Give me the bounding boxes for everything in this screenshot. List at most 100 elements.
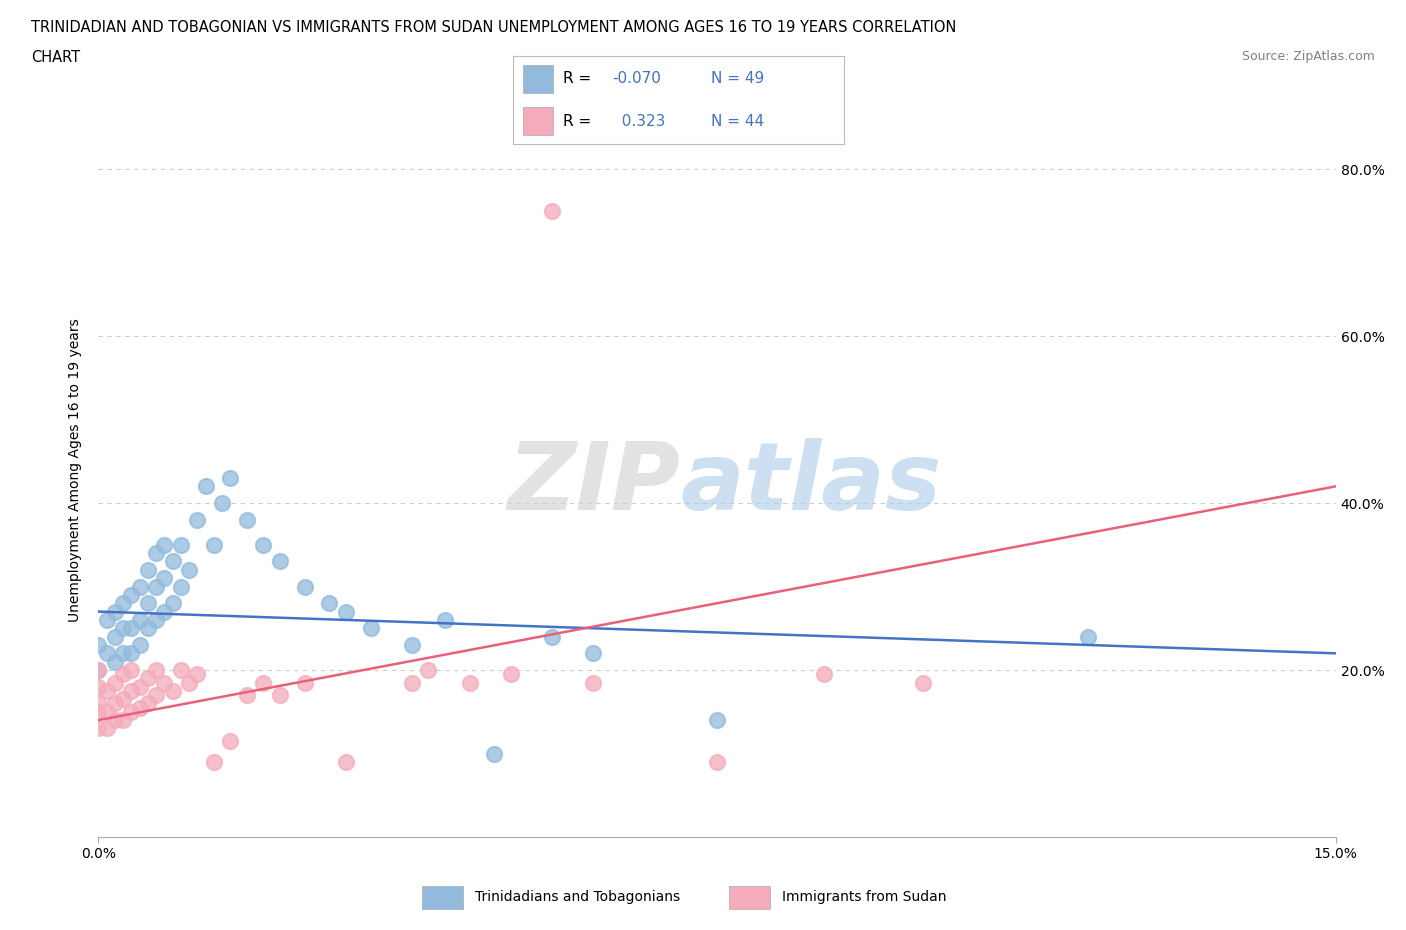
Text: atlas: atlas — [681, 438, 941, 530]
Text: Trinidadians and Tobagonians: Trinidadians and Tobagonians — [475, 890, 681, 905]
Text: R =: R = — [562, 113, 596, 128]
Point — [112, 596, 135, 611]
Point — [912, 675, 935, 690]
Point — [318, 596, 340, 611]
Point — [269, 687, 291, 702]
Point — [211, 496, 233, 511]
Point — [128, 579, 150, 594]
Point — [170, 662, 193, 677]
Point — [194, 479, 217, 494]
Point — [120, 662, 142, 677]
Point — [458, 675, 481, 690]
Text: Immigrants from Sudan: Immigrants from Sudan — [782, 890, 946, 905]
Point — [136, 621, 159, 636]
Point — [136, 671, 159, 685]
Point — [112, 621, 135, 636]
Point — [252, 675, 274, 690]
FancyBboxPatch shape — [523, 107, 553, 136]
Point — [153, 675, 176, 690]
Point — [104, 654, 127, 669]
Point — [202, 538, 225, 552]
Point — [145, 687, 167, 702]
Point — [484, 746, 506, 761]
Point — [128, 700, 150, 715]
Point — [120, 684, 142, 698]
Point — [335, 604, 357, 619]
Point — [120, 621, 142, 636]
Point — [219, 734, 242, 749]
Point — [162, 684, 184, 698]
Point — [269, 554, 291, 569]
Text: R =: R = — [562, 72, 596, 86]
Point — [87, 704, 110, 719]
Point — [128, 613, 150, 628]
Point — [433, 613, 456, 628]
Point — [541, 204, 564, 219]
Point — [87, 679, 110, 694]
Point — [104, 675, 127, 690]
Point — [112, 692, 135, 707]
Point — [145, 662, 167, 677]
Point — [104, 712, 127, 727]
Point — [136, 563, 159, 578]
Point — [153, 538, 176, 552]
Y-axis label: Unemployment Among Ages 16 to 19 years: Unemployment Among Ages 16 to 19 years — [69, 318, 83, 621]
Point — [112, 645, 135, 660]
Point — [96, 645, 118, 660]
Text: ZIP: ZIP — [508, 438, 681, 530]
Point — [360, 621, 382, 636]
Point — [186, 667, 208, 682]
Point — [104, 604, 127, 619]
Point — [202, 754, 225, 769]
Point — [236, 687, 259, 702]
FancyBboxPatch shape — [728, 885, 770, 910]
Point — [219, 471, 242, 485]
Text: N = 44: N = 44 — [711, 113, 765, 128]
Point — [104, 696, 127, 711]
Text: CHART: CHART — [31, 50, 80, 65]
Point — [96, 721, 118, 736]
Point — [418, 662, 440, 677]
Point — [104, 630, 127, 644]
Point — [252, 538, 274, 552]
Point — [541, 630, 564, 644]
Point — [236, 512, 259, 527]
Text: 0.323: 0.323 — [613, 113, 665, 128]
Point — [120, 704, 142, 719]
Text: N = 49: N = 49 — [711, 72, 765, 86]
Text: -0.070: -0.070 — [613, 72, 661, 86]
Point — [87, 662, 110, 677]
FancyBboxPatch shape — [523, 65, 553, 93]
FancyBboxPatch shape — [422, 885, 463, 910]
Point — [706, 712, 728, 727]
Point — [582, 645, 605, 660]
Point — [170, 579, 193, 594]
Point — [179, 675, 201, 690]
Point — [128, 638, 150, 653]
Point — [153, 571, 176, 586]
Point — [87, 721, 110, 736]
Point — [87, 638, 110, 653]
Point — [186, 512, 208, 527]
Point — [112, 667, 135, 682]
Point — [112, 712, 135, 727]
Text: TRINIDADIAN AND TOBAGONIAN VS IMMIGRANTS FROM SUDAN UNEMPLOYMENT AMONG AGES 16 T: TRINIDADIAN AND TOBAGONIAN VS IMMIGRANTS… — [31, 20, 956, 35]
Point — [162, 554, 184, 569]
Point — [87, 662, 110, 677]
Point — [120, 588, 142, 603]
Point — [706, 754, 728, 769]
Point — [162, 596, 184, 611]
Point — [87, 696, 110, 711]
Point — [96, 704, 118, 719]
Point — [582, 675, 605, 690]
Point — [335, 754, 357, 769]
Point — [136, 596, 159, 611]
Text: Source: ZipAtlas.com: Source: ZipAtlas.com — [1241, 50, 1375, 63]
Point — [145, 579, 167, 594]
Point — [813, 667, 835, 682]
Point — [96, 684, 118, 698]
Point — [499, 667, 522, 682]
Point — [128, 679, 150, 694]
Point — [401, 638, 423, 653]
Point — [401, 675, 423, 690]
